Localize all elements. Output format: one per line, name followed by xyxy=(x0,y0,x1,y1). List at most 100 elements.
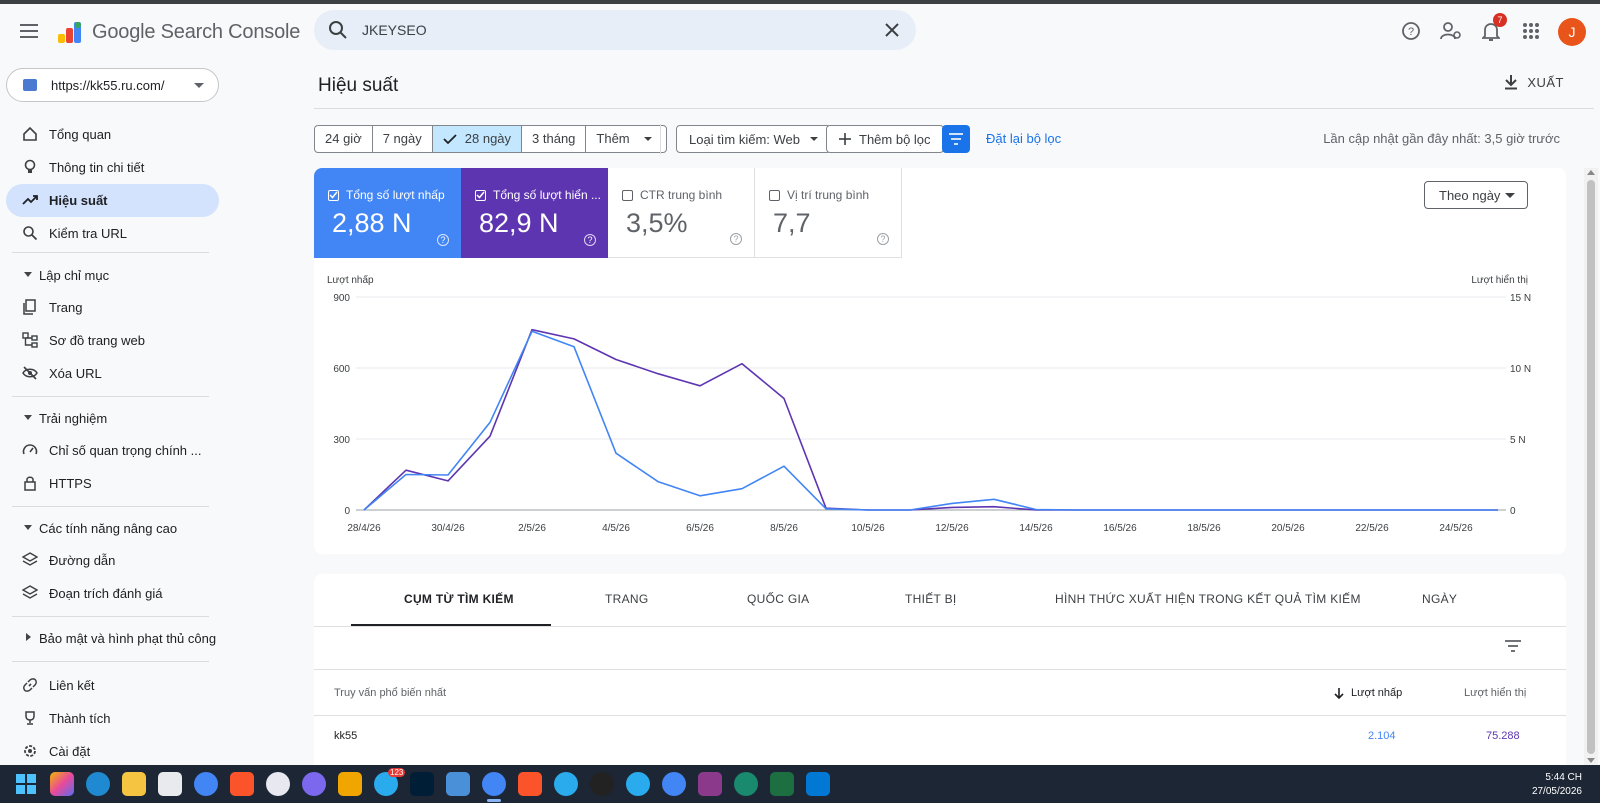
help-icon[interactable]: ? xyxy=(584,234,596,246)
filter-settings-button[interactable] xyxy=(942,125,970,153)
table-cell-query[interactable]: kk55 xyxy=(334,730,358,742)
scroll-down-icon[interactable] xyxy=(1587,758,1595,763)
messenger-app-icon[interactable] xyxy=(302,772,326,796)
help-icon[interactable]: ? xyxy=(730,233,742,245)
search-bar[interactable]: JKEYSEO xyxy=(314,10,916,50)
scrollbar-thumb[interactable] xyxy=(1587,180,1595,754)
range-more-button[interactable]: Thêm xyxy=(586,126,665,152)
add-filter-button[interactable]: Thêm bộ lọc xyxy=(826,125,944,153)
checkbox-checked-icon[interactable] xyxy=(475,189,486,201)
checkbox-checked-icon[interactable] xyxy=(328,189,339,201)
range-28d-button[interactable]: 28 ngày xyxy=(432,126,523,152)
sidebar-item-label: Thành tích xyxy=(49,711,111,726)
sidebar-item-performance[interactable]: Hiệu suất xyxy=(6,184,219,217)
sidebar-item-removals[interactable]: Xóa URL xyxy=(6,357,219,390)
system-clock[interactable]: 5:44 CH 27/05/2026 xyxy=(1532,771,1582,799)
help-button[interactable]: ? xyxy=(1398,18,1424,44)
column-header-impressions[interactable]: Lượt hiển thị xyxy=(1464,687,1527,699)
caret-right-icon xyxy=(26,633,31,641)
app-logo[interactable]: Google Search Console xyxy=(56,20,300,44)
browser-app-icon[interactable] xyxy=(266,772,290,796)
browser-app-icon[interactable] xyxy=(590,772,614,796)
brave-browser-icon[interactable] xyxy=(230,772,254,796)
sidebar-item-breadcrumbs[interactable]: Đường dẫn xyxy=(6,544,219,577)
sidebar-item-url-inspection[interactable]: Kiểm tra URL xyxy=(6,217,219,250)
copilot-icon[interactable] xyxy=(50,772,74,796)
x-tick-label: 2/5/26 xyxy=(518,523,546,534)
property-selector[interactable]: https://kk55.ru.com/ xyxy=(6,68,219,102)
metric-card-position[interactable]: Vị trí trung bình 7,7 ? xyxy=(755,168,902,258)
telegram-icon[interactable] xyxy=(626,772,650,796)
range-7d-button[interactable]: 7 ngày xyxy=(373,126,433,152)
metric-label-row: Tổng số lượt nhấp xyxy=(328,188,453,202)
metric-card-clicks[interactable]: Tổng số lượt nhấp 2,88 N ? xyxy=(314,168,461,258)
reset-filters-link[interactable]: Đặt lại bộ lọc xyxy=(986,131,1062,146)
sidebar-item-overview[interactable]: Tổng quan xyxy=(6,118,219,151)
tab-dates[interactable]: NGÀY xyxy=(1422,592,1458,606)
checkbox-unchecked-icon[interactable] xyxy=(769,189,780,201)
excel-icon[interactable] xyxy=(770,772,794,796)
sidebar-item-links[interactable]: Liên kết xyxy=(6,669,219,702)
metric-card-impressions[interactable]: Tổng số lượt hiển ... 82,9 N ? xyxy=(461,168,608,258)
winrar-icon[interactable] xyxy=(698,772,722,796)
sublime-text-icon[interactable] xyxy=(338,772,362,796)
tab-pages[interactable]: TRANG xyxy=(605,592,649,606)
sidebar-item-pages[interactable]: Trang xyxy=(6,291,219,324)
search-type-dropdown[interactable]: Loại tìm kiếm: Web xyxy=(676,125,832,153)
dopple-app-icon[interactable] xyxy=(446,772,470,796)
vscode-icon[interactable] xyxy=(806,772,830,796)
property-favicon-icon xyxy=(23,79,37,91)
filter-rows-icon[interactable] xyxy=(1504,639,1522,653)
main-menu-button[interactable] xyxy=(16,18,42,44)
help-icon[interactable]: ? xyxy=(877,233,889,245)
granularity-dropdown[interactable]: Theo ngày xyxy=(1424,181,1528,209)
search-input[interactable]: JKEYSEO xyxy=(362,22,427,38)
close-icon[interactable] xyxy=(882,20,902,40)
column-header-query[interactable]: Truy vấn phổ biến nhất xyxy=(334,687,447,699)
sidebar-section-security[interactable]: Bảo mật và hình phạt thủ công xyxy=(6,623,219,653)
layers-icon xyxy=(22,585,38,599)
chrome-profile-icon[interactable] xyxy=(194,772,218,796)
sidebar-item-insights[interactable]: Thông tin chi tiết xyxy=(6,151,219,184)
notifications-button[interactable]: 7 xyxy=(1478,13,1507,44)
tab-devices[interactable]: THIẾT BỊ xyxy=(905,592,957,606)
tab-queries[interactable]: CỤM TỪ TÌM KIẾM xyxy=(404,592,514,606)
telegram-icon[interactable] xyxy=(554,772,578,796)
sidebar-item-sitemaps[interactable]: Sơ đồ trang web xyxy=(6,324,219,357)
sidebar-item-core-web-vitals[interactable]: Chỉ số quan trọng chính ... xyxy=(6,434,219,467)
sidebar-section-experience[interactable]: Trải nghiệm xyxy=(6,403,219,433)
store-icon[interactable] xyxy=(158,772,182,796)
brave-browser-icon[interactable] xyxy=(518,772,542,796)
export-button[interactable]: XUẤT xyxy=(1503,74,1564,90)
windows-start-icon[interactable] xyxy=(14,772,38,796)
apps-button[interactable] xyxy=(1518,18,1544,44)
photoshop-icon[interactable] xyxy=(410,772,434,796)
sidebar-section-indexing[interactable]: Lập chỉ mục xyxy=(6,260,219,290)
sidebar-item-achievements[interactable]: Thành tích xyxy=(6,702,219,735)
scroll-up-icon[interactable] xyxy=(1587,170,1595,175)
chrome-profile-icon[interactable] xyxy=(662,772,686,796)
clock-date: 27/05/2026 xyxy=(1531,786,1582,797)
y-tick-label-left: 300 xyxy=(333,435,350,446)
range-3m-button[interactable]: 3 tháng xyxy=(522,126,587,152)
app-icon[interactable] xyxy=(734,772,758,796)
tab-search-appearance[interactable]: HÌNH THỨC XUẤT HIỆN TRONG KẾT QUẢ TÌM KI… xyxy=(1055,592,1361,606)
metric-value: 7,7 xyxy=(773,208,811,238)
tab-countries[interactable]: QUỐC GIA xyxy=(747,592,810,606)
sidebar-item-https[interactable]: HTTPS xyxy=(6,467,219,500)
chrome-icon[interactable] xyxy=(482,772,506,796)
file-explorer-icon[interactable] xyxy=(122,772,146,796)
page-scrollbar[interactable] xyxy=(1584,168,1598,765)
edge-browser-icon[interactable] xyxy=(86,772,110,796)
line-chart[interactable]: Lượt nhấp Lượt hiển thị 0 300 600 900 0 5 N 10 N… xyxy=(314,270,1566,550)
range-24h-button[interactable]: 24 giờ xyxy=(315,126,373,152)
user-settings-button[interactable] xyxy=(1438,18,1464,44)
sidebar-section-enhancements[interactable]: Các tính năng nâng cao xyxy=(6,513,219,543)
column-header-clicks[interactable]: Lượt nhấp xyxy=(1333,687,1402,699)
sidebar-item-settings[interactable]: Cài đặt xyxy=(6,735,219,765)
sidebar-item-review-snippets[interactable]: Đoạn trích đánh giá xyxy=(6,577,219,610)
metric-card-ctr[interactable]: CTR trung bình 3,5% ? xyxy=(608,168,755,258)
help-icon[interactable]: ? xyxy=(437,234,449,246)
avatar[interactable]: J xyxy=(1558,18,1586,46)
checkbox-unchecked-icon[interactable] xyxy=(622,189,633,201)
